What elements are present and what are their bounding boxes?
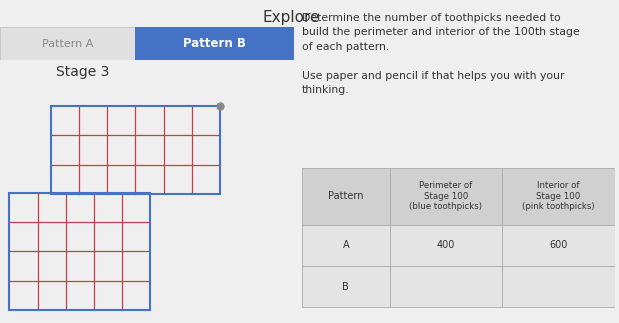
Text: 600: 600 [549, 240, 568, 250]
FancyBboxPatch shape [0, 27, 135, 60]
Text: Explore: Explore [262, 10, 319, 25]
Text: A: A [342, 240, 349, 250]
Text: Pattern B: Pattern B [183, 37, 246, 50]
Bar [502, 168, 615, 225]
Bar [389, 225, 502, 266]
Bar [389, 168, 502, 225]
Text: Pattern A: Pattern A [42, 39, 93, 48]
Bar [51, 106, 220, 194]
Bar [502, 225, 615, 266]
FancyBboxPatch shape [135, 27, 294, 60]
Text: B: B [342, 282, 349, 292]
Bar [9, 193, 150, 310]
Bar [389, 266, 502, 307]
Bar [302, 266, 389, 307]
Bar [502, 266, 615, 307]
Bar [302, 225, 389, 266]
Text: Perimeter of
Stage 100
(blue toothpicks): Perimeter of Stage 100 (blue toothpicks) [409, 182, 482, 211]
Text: Stage 3: Stage 3 [56, 65, 109, 78]
Text: Determine the number of toothpicks needed to
build the perimeter and interior of: Determine the number of toothpicks neede… [302, 13, 580, 95]
Bar [302, 168, 389, 225]
Text: Pattern: Pattern [328, 192, 363, 201]
Text: Interior of
Stage 100
(pink toothpicks): Interior of Stage 100 (pink toothpicks) [522, 182, 595, 211]
Text: 400: 400 [436, 240, 455, 250]
